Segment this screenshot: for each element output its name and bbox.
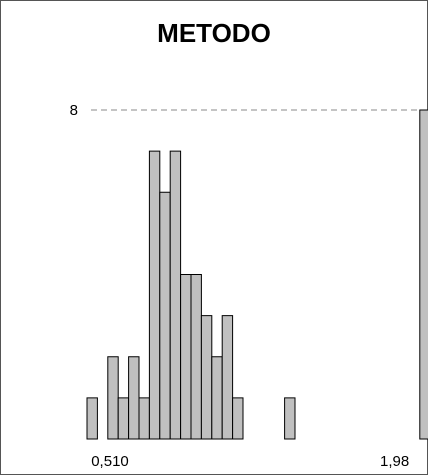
histogram-bar (221, 315, 234, 440)
histogram-bar (211, 356, 223, 440)
histogram-bar (169, 150, 182, 440)
histogram-bar (419, 109, 428, 440)
histogram-bar (86, 397, 98, 440)
x-tick-label: 1,98 (380, 453, 409, 470)
histogram-bar (190, 274, 202, 440)
x-tick-label: 0,510 (91, 453, 129, 470)
histogram-bar (180, 274, 192, 440)
histogram-bar (284, 397, 296, 440)
histogram-bar (232, 397, 244, 440)
histogram-bar (148, 150, 161, 440)
histogram-bar (138, 397, 150, 440)
chart-title: METODO (157, 18, 271, 48)
histogram-bar (128, 356, 140, 440)
y-reference-label: 8 (70, 102, 78, 119)
histogram-bar (200, 315, 213, 440)
histogram-bar (107, 356, 119, 440)
histogram-bar (159, 191, 171, 440)
histogram-bar (117, 397, 130, 440)
